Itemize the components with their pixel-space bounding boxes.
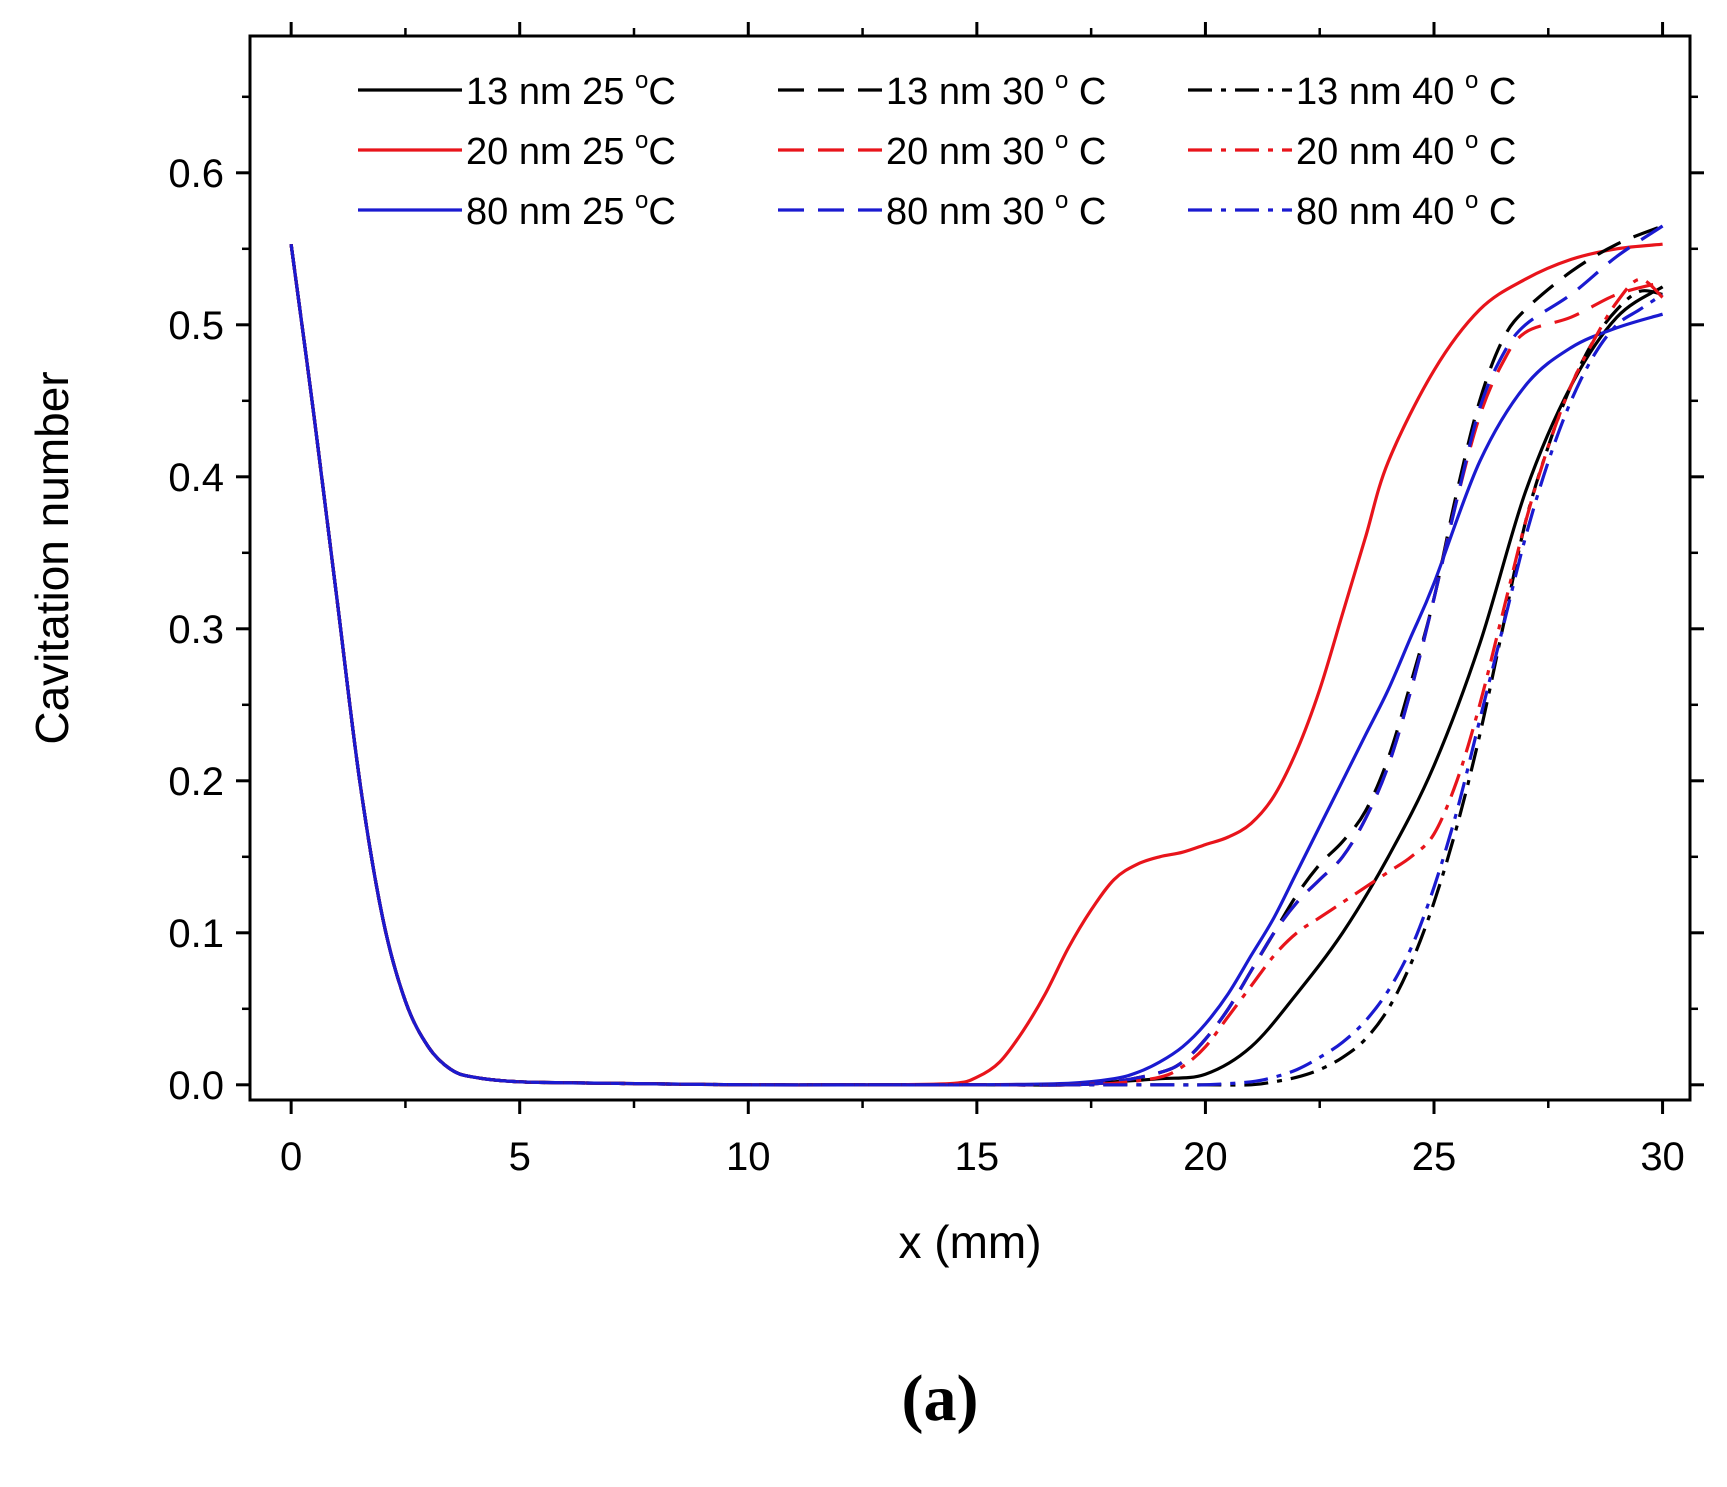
legend-label-6: 80 nm 30 o C — [886, 187, 1106, 233]
y-tick-label: 0.5 — [168, 304, 224, 348]
legend-label-5: 20 nm 30 o C — [886, 127, 1106, 173]
panel-label: (a) — [902, 1362, 979, 1435]
legend-label-4: 13 nm 30 o C — [886, 67, 1106, 113]
x-tick-label: 15 — [955, 1135, 1000, 1179]
x-tick-label: 30 — [1640, 1135, 1685, 1179]
legend-label-8: 20 nm 40 o C — [1296, 127, 1516, 173]
plot-area-frame — [248, 34, 1692, 1102]
x-tick-label: 5 — [509, 1135, 531, 1179]
legend-label-9: 80 nm 40 o C — [1296, 187, 1516, 233]
legend-label-1: 13 nm 25 oC — [466, 67, 676, 113]
legend-label-3: 80 nm 25 oC — [466, 187, 676, 233]
ticks-layer: 0 5 10 15 20 25 30 0.0 0.1 0.2 0.3 0.4 0.5 0.6 — [168, 22, 1704, 1179]
series-line-9 — [289, 243, 1664, 1087]
legend-label-2: 20 nm 25 oC — [466, 127, 676, 173]
y-tick-label: 0.3 — [168, 608, 224, 652]
y-tick-label: 0.1 — [168, 912, 224, 956]
x-axis-label: x (mm) — [898, 1216, 1041, 1268]
y-tick-label: 0.4 — [168, 456, 224, 500]
x-tick-label: 0 — [280, 1135, 302, 1179]
x-tick-label: 20 — [1183, 1135, 1228, 1179]
y-tick-label: 0.6 — [168, 152, 224, 196]
x-tick-label: 25 — [1412, 1135, 1457, 1179]
y-tick-label: 0.2 — [168, 760, 224, 804]
x-tick-label: 10 — [726, 1135, 771, 1179]
series-line-6 — [289, 224, 1664, 1087]
series-layer — [289, 224, 1664, 1087]
legend-label-7: 13 nm 40 o C — [1296, 67, 1516, 113]
y-tick-label: 0.0 — [168, 1064, 224, 1108]
y-axis-label: Cavitation number — [26, 371, 78, 744]
series-line-8 — [289, 243, 1664, 1087]
legend: 13 nm 25 oC 20 nm 25 oC 80 nm 25 oC 13 nm 3… — [358, 67, 1516, 233]
